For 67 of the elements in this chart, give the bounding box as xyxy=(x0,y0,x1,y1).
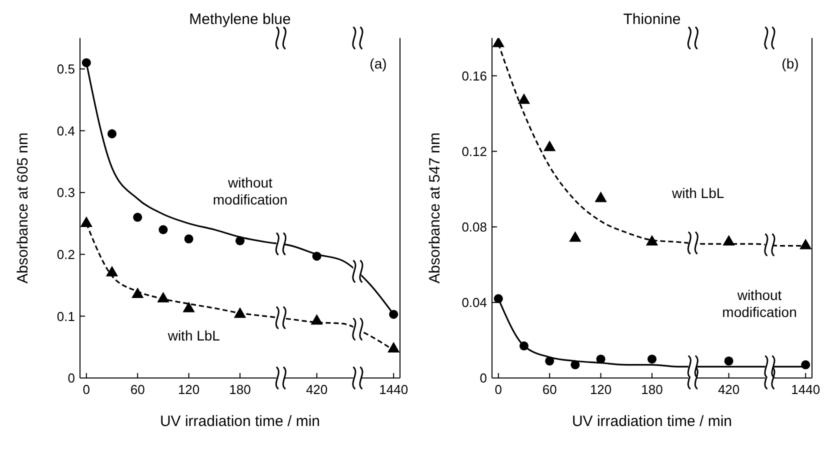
annotation: without modification xyxy=(212,174,288,208)
point xyxy=(389,310,398,319)
point xyxy=(570,360,580,370)
point xyxy=(544,140,556,152)
y-tick-label: 0.04 xyxy=(462,295,487,310)
point xyxy=(312,252,322,261)
point xyxy=(182,302,195,312)
x-axis-title: UV irradiation time / min xyxy=(160,413,320,430)
point xyxy=(800,238,812,250)
y-tick-label: 0.4 xyxy=(56,123,75,138)
point xyxy=(133,212,142,222)
point xyxy=(724,356,734,366)
point xyxy=(569,231,582,242)
point xyxy=(310,314,323,325)
y-tick-label: 0.16 xyxy=(462,68,487,84)
point xyxy=(494,294,503,304)
y-tick-label: 0.5 xyxy=(56,62,75,77)
x-tick-label: 180 xyxy=(229,382,251,398)
y-tick-label: 0.1 xyxy=(56,308,75,324)
point xyxy=(157,292,170,302)
point xyxy=(545,356,554,366)
point xyxy=(132,288,144,298)
x-tick-label: 420 xyxy=(718,382,740,398)
point xyxy=(184,234,194,244)
y-tick-label: 0.2 xyxy=(56,246,75,262)
point xyxy=(646,234,658,246)
point xyxy=(492,38,504,48)
y-tick-label: 0.08 xyxy=(462,220,487,235)
point xyxy=(596,354,606,364)
x-tick-label: 120 xyxy=(178,382,200,398)
chart-title: Methylene blue xyxy=(189,11,291,28)
point xyxy=(234,307,246,318)
x-tick-label: 120 xyxy=(590,382,612,398)
point xyxy=(594,192,607,202)
point xyxy=(107,129,117,138)
x-tick-label: 180 xyxy=(641,382,663,398)
point xyxy=(518,93,530,104)
x-tick-label: 1440 xyxy=(791,382,820,398)
point xyxy=(158,225,168,234)
x-tick-label: 60 xyxy=(130,382,145,398)
x-tick-label: 420 xyxy=(306,382,328,398)
annotation: (b) xyxy=(782,56,799,72)
chart-title: Thionine xyxy=(623,11,681,28)
x-tick-label: 0 xyxy=(494,382,502,398)
y-axis-title: Absorbance at 547 nm xyxy=(426,132,444,284)
x-tick-label: 1440 xyxy=(379,382,408,398)
point xyxy=(722,234,735,246)
y-tick-label: 0 xyxy=(68,370,75,386)
point xyxy=(647,354,657,364)
annotation: without modification xyxy=(722,286,797,320)
x-tick-label: 0 xyxy=(82,382,90,398)
y-tick-label: 0.12 xyxy=(462,144,487,159)
point xyxy=(82,58,91,68)
y-tick-label: 0.3 xyxy=(56,185,75,200)
point xyxy=(106,266,118,276)
point xyxy=(519,341,529,350)
annotation: (a) xyxy=(370,56,387,72)
annotation: with LbL xyxy=(166,328,220,344)
x-tick-label: 60 xyxy=(542,382,557,398)
y-tick-label: 0 xyxy=(480,370,487,386)
y-axis-title: Absorbance at 605 nm xyxy=(14,132,32,284)
point xyxy=(235,236,245,246)
x-axis-title: UV irradiation time / min xyxy=(572,413,732,430)
point xyxy=(80,216,92,227)
annotation: with LbL xyxy=(671,184,724,201)
point xyxy=(801,360,810,370)
point xyxy=(388,342,400,352)
